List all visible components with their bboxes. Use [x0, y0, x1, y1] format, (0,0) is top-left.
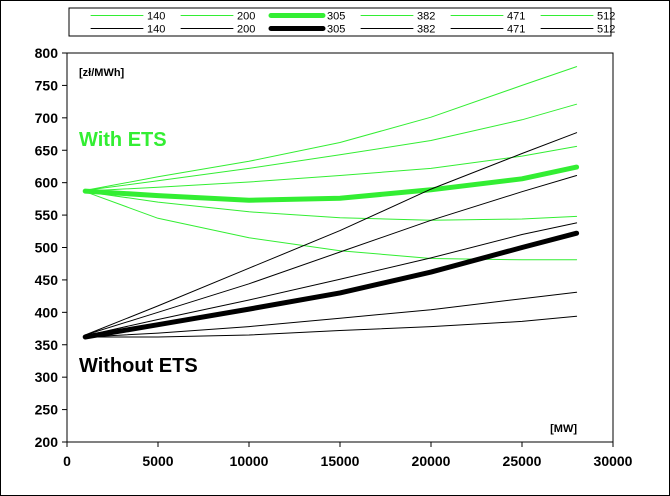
x-tick-label: 25000	[503, 453, 542, 469]
y-tick-label: 650	[35, 142, 59, 158]
legend-label-with_ets-140: 140	[147, 11, 165, 23]
series-line-without_ets-512	[84, 132, 578, 336]
x-tick-label: 10000	[230, 453, 269, 469]
series-line-with_ets-140	[84, 191, 578, 261]
y-tick-label: 700	[35, 110, 59, 126]
x-tick-label: 30000	[594, 453, 633, 469]
labels: [zł/MWh] [MW] With ETS Without ETS	[79, 67, 577, 435]
y-tick-label: 350	[35, 337, 59, 353]
x-unit-label: [MW]	[550, 423, 577, 435]
series-line-without_ets-382	[84, 222, 578, 337]
series-line-without_ets-200	[84, 291, 578, 338]
x-tick-label: 15000	[321, 453, 360, 469]
series-line-with_ets-305	[82, 164, 580, 203]
y-tick-label: 800	[35, 45, 59, 61]
legend-label-without_ets-471: 471	[507, 24, 525, 36]
series-line-with_ets-512	[84, 66, 578, 191]
y-unit-label: [zł/MWh]	[79, 67, 125, 79]
legend-label-without_ets-305: 305	[327, 24, 345, 36]
legend-label-without_ets-512: 512	[597, 24, 615, 36]
y-tick-label: 550	[35, 207, 59, 223]
legend-label-without_ets-140: 140	[147, 24, 165, 36]
y-tick-label: 300	[35, 369, 59, 385]
legend-label-without_ets-200: 200	[237, 24, 255, 36]
y-tick-label: 400	[35, 304, 59, 320]
legend: 140 200 305 382 471 512 140 200 305 382 471 512	[68, 7, 615, 37]
y-tick-label: 450	[35, 272, 59, 288]
annotation-with-ets: With ETS	[79, 129, 167, 151]
legend-label-with_ets-200: 200	[237, 11, 255, 23]
y-tick-label: 750	[35, 77, 59, 93]
series-line-with_ets-200	[84, 191, 578, 221]
y-tick-label: 500	[35, 240, 59, 256]
series-layer	[82, 66, 580, 340]
y-tick-label: 200	[35, 434, 59, 450]
legend-label-with_ets-382: 382	[417, 11, 435, 23]
x-tick-label: 5000	[142, 453, 173, 469]
legend-label-with_ets-471: 471	[507, 11, 525, 23]
legend-label-without_ets-382: 382	[417, 24, 435, 36]
x-tick-label: 20000	[412, 453, 451, 469]
y-tick-label: 250	[35, 402, 59, 418]
legend-label-with_ets-305: 305	[327, 11, 345, 23]
x-tick-label: 0	[63, 453, 71, 469]
y-tick-label: 600	[35, 175, 59, 191]
legend-label-with_ets-512: 512	[597, 11, 615, 23]
series-line-with_ets-471	[84, 103, 578, 191]
annotation-without-ets: Without ETS	[79, 355, 198, 377]
legend-box	[68, 7, 612, 37]
series-line-with_ets-382	[84, 145, 578, 192]
axes: 200 250 300 350 400 450 500 550 600 650 700 750 800 0…	[35, 45, 633, 469]
series-line-without_ets-471	[84, 175, 578, 336]
series-line-without_ets-140	[84, 315, 578, 338]
series-line-without_ets-305	[82, 230, 580, 340]
